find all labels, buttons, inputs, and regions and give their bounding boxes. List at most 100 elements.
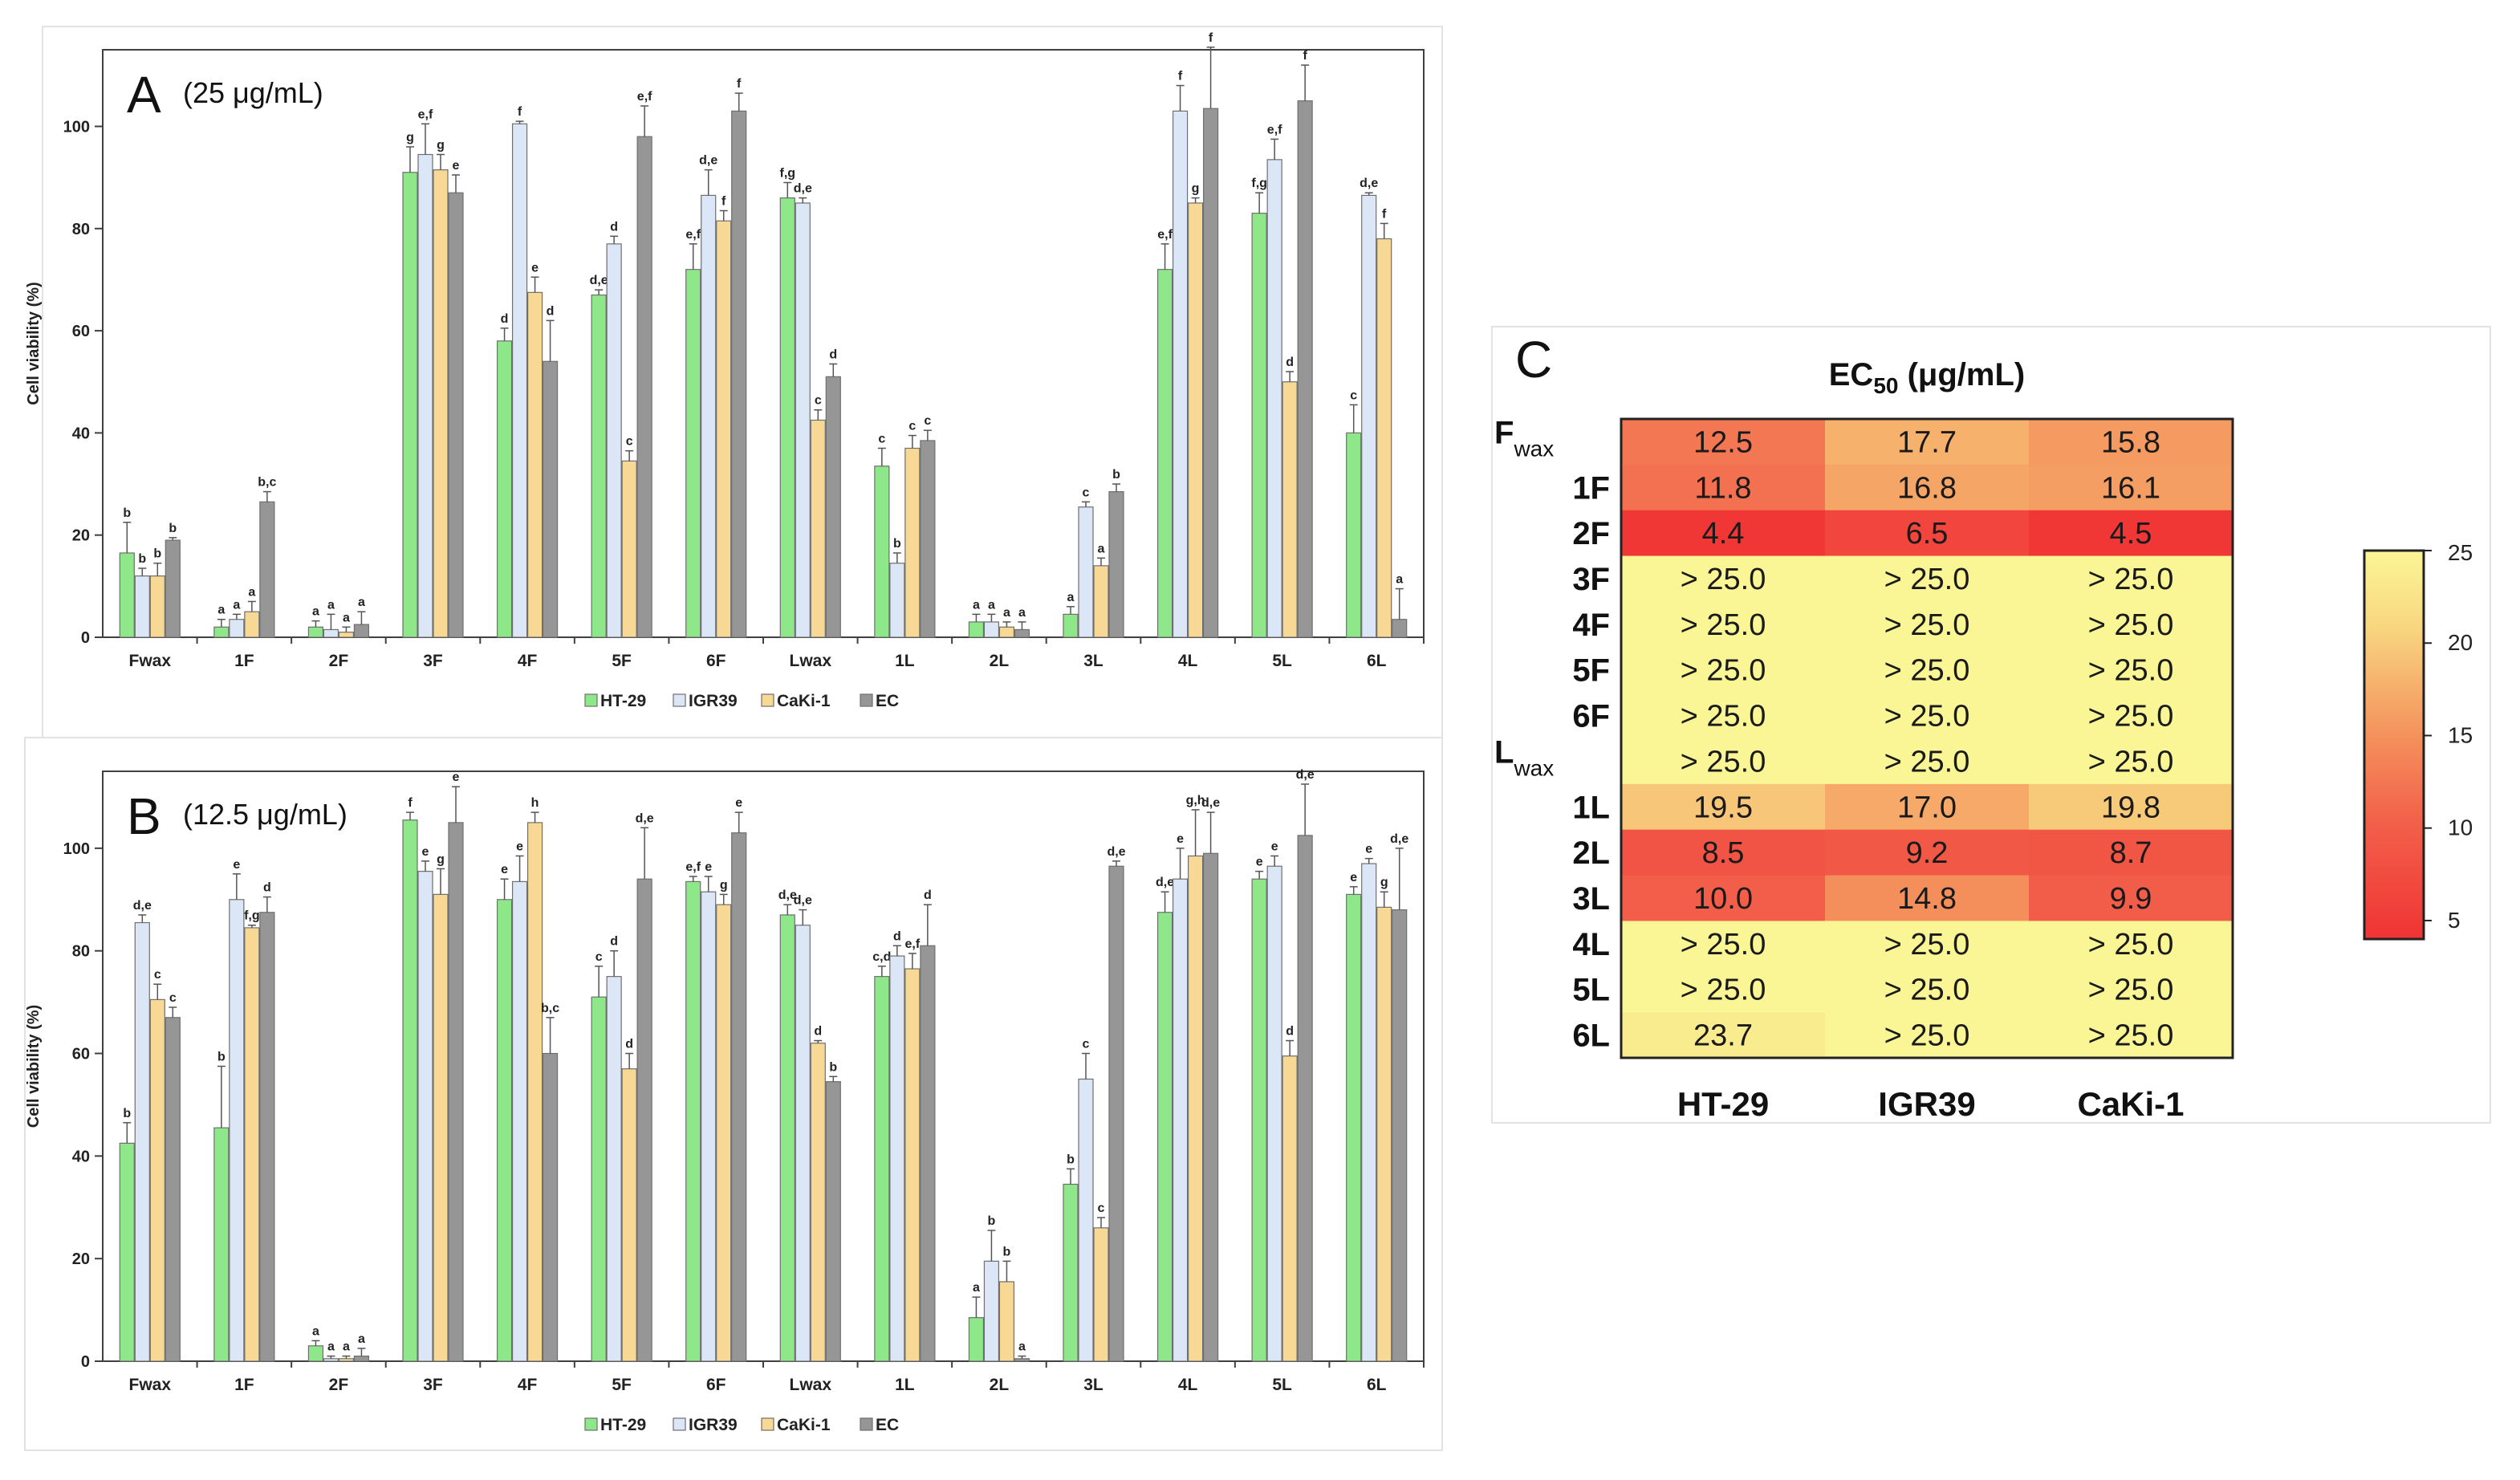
bar-ht-29 xyxy=(1156,912,1173,1362)
significance-letter: b xyxy=(138,552,146,566)
row-label: 2F xyxy=(1572,516,1610,551)
column-label: HT-29 xyxy=(1677,1085,1769,1123)
bar-ec xyxy=(825,1081,841,1362)
row-label: 5F xyxy=(1572,653,1610,689)
heatmap-cell-value: 12.5 xyxy=(1693,425,1753,459)
x-tick-label: 1L xyxy=(895,1376,915,1394)
heatmap-cell xyxy=(2029,510,2233,557)
heatmap-cell xyxy=(1825,647,2030,693)
y-tick-label: 40 xyxy=(72,425,90,442)
heatmap-cell xyxy=(1825,738,2030,785)
heatmap-cell-value: > 25.0 xyxy=(1681,563,1766,596)
significance-letter: d,e xyxy=(1107,845,1125,859)
x-tick-label: 4L xyxy=(1178,1376,1198,1394)
bar-ec xyxy=(448,822,464,1362)
heatmap-cell xyxy=(1621,647,1826,693)
significance-letter: e,f xyxy=(418,108,433,121)
bar-ec xyxy=(1392,619,1408,638)
bar-caki-1 xyxy=(998,626,1015,638)
bar-ec xyxy=(259,912,275,1362)
heatmap-cell-value: 14.8 xyxy=(1897,882,1957,916)
bar-igr39 xyxy=(323,628,339,638)
x-tick-label: 5L xyxy=(1272,1376,1292,1394)
x-tick-label: Fwax xyxy=(129,1376,172,1394)
significance-letter: d,e xyxy=(1390,832,1408,846)
significance-letter: e xyxy=(1350,871,1357,884)
heatmap-title-sub: 50 xyxy=(1873,373,1898,398)
significance-letter: a xyxy=(1396,573,1403,587)
bar-ec xyxy=(353,624,370,638)
row-label: 3F xyxy=(1572,562,1610,597)
significance-letter: f xyxy=(737,77,742,91)
significance-letter: e xyxy=(501,863,508,876)
bar-igr39 xyxy=(417,153,433,638)
bar-igr39 xyxy=(511,123,528,638)
heatmap-cell xyxy=(2029,464,2233,511)
heatmap-cell-value: 11.8 xyxy=(1694,471,1751,505)
legend-label: CaKi-1 xyxy=(777,1416,831,1434)
bar-ht-29 xyxy=(402,819,418,1362)
y-tick-label: 20 xyxy=(72,527,90,545)
bar-caki-1 xyxy=(338,1358,355,1362)
heatmap-cell-value: 19.8 xyxy=(2101,791,2160,824)
plot-area xyxy=(102,770,1425,1362)
significance-letter: b xyxy=(829,1060,837,1074)
row-label: 1L xyxy=(1572,790,1610,825)
x-tick-label: 5F xyxy=(612,652,632,670)
heatmap-cell-value: > 25.0 xyxy=(1681,700,1766,734)
heatmap-cell xyxy=(1621,829,1826,876)
column-label: CaKi-1 xyxy=(2077,1085,2184,1123)
heatmap-cell-value: > 25.0 xyxy=(1681,608,1766,642)
bar-igr39 xyxy=(1361,194,1377,638)
significance-letter: d xyxy=(501,312,509,326)
bar-igr39 xyxy=(1266,159,1282,638)
heatmap-cell xyxy=(1621,738,1826,785)
bar-ht-29 xyxy=(685,269,701,638)
x-tick-label: 5L xyxy=(1272,652,1292,670)
y-tick-label: 100 xyxy=(63,118,90,136)
significance-letter: g,h xyxy=(1186,794,1205,807)
heatmap-cell xyxy=(2029,419,2233,466)
bar-ht-29 xyxy=(874,976,890,1362)
significance-letter: a xyxy=(1098,542,1105,555)
heatmap-cell-value: 4.5 xyxy=(2110,517,2152,551)
heatmap-cell xyxy=(1825,601,2030,648)
heatmap-cell xyxy=(1621,510,1826,557)
x-tick-label: Lwax xyxy=(790,652,832,670)
bar-ec xyxy=(1108,865,1124,1362)
significance-letter: d xyxy=(610,220,618,234)
significance-letter: c xyxy=(815,394,822,408)
heatmap-cell-value: 10.0 xyxy=(1693,882,1753,916)
x-tick-label: 2L xyxy=(990,652,1010,670)
significance-letter: d xyxy=(547,304,555,318)
heatmap-cell xyxy=(1621,966,1826,1013)
bar-ec xyxy=(731,110,747,638)
legend-swatch xyxy=(584,1417,598,1431)
heatmap-cell-value: > 25.0 xyxy=(1884,745,1970,779)
row-label: 4F xyxy=(1572,608,1610,643)
significance-letter: d xyxy=(263,881,271,895)
bar-igr39 xyxy=(795,925,811,1362)
bar-caki-1 xyxy=(810,1043,826,1362)
heatmap-cell-value: > 25.0 xyxy=(1884,974,1970,1007)
bar-caki-1 xyxy=(621,1068,637,1362)
significance-letter: b xyxy=(988,1214,996,1228)
significance-letter: a xyxy=(973,598,980,612)
y-tick-label: 60 xyxy=(72,323,90,340)
heatmap-cell xyxy=(1621,555,1826,602)
heatmap-cell-value: 9.2 xyxy=(1906,836,1949,870)
significance-letter: c xyxy=(908,420,916,433)
significance-letter: d,e xyxy=(590,274,608,287)
heatmap-cell xyxy=(2029,829,2233,876)
bar-ec xyxy=(165,1017,181,1362)
heatmap-cell xyxy=(2029,966,2233,1013)
significance-letter: g xyxy=(437,138,445,152)
bar-ec xyxy=(825,376,841,638)
bar-ht-29 xyxy=(1251,878,1267,1362)
row-label: Lwax xyxy=(1494,734,1554,780)
heatmap-cell-value: > 25.0 xyxy=(1884,608,1970,642)
heatmap-cell xyxy=(2029,875,2233,921)
row-label: 4L xyxy=(1572,927,1610,962)
row-label-sub: wax xyxy=(1513,436,1554,461)
heatmap-cell xyxy=(1825,829,2030,876)
